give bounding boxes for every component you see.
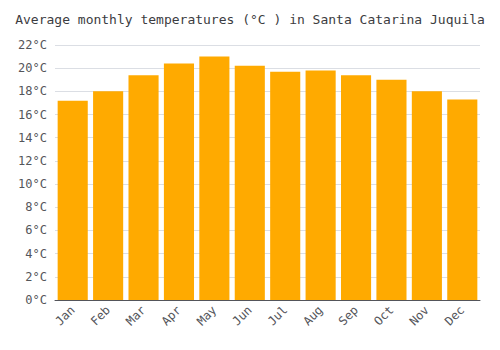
svg-text:14°C: 14°C bbox=[18, 131, 47, 145]
svg-text:Apr: Apr bbox=[159, 303, 184, 328]
svg-text:Oct: Oct bbox=[371, 303, 396, 328]
svg-text:Average monthly temperatures (: Average monthly temperatures (°C ) in Sa… bbox=[15, 12, 485, 27]
svg-text:Jun: Jun bbox=[230, 303, 255, 328]
svg-text:8°C: 8°C bbox=[25, 200, 47, 214]
svg-text:Mar: Mar bbox=[123, 303, 148, 328]
svg-text:16°C: 16°C bbox=[18, 108, 47, 122]
svg-text:Sep: Sep bbox=[336, 303, 361, 328]
svg-text:Jul: Jul bbox=[265, 303, 290, 328]
svg-text:Feb: Feb bbox=[88, 303, 113, 328]
svg-text:0°C: 0°C bbox=[25, 293, 47, 307]
svg-text:Jan: Jan bbox=[52, 303, 77, 328]
svg-text:4°C: 4°C bbox=[25, 247, 47, 261]
svg-text:10°C: 10°C bbox=[18, 177, 47, 191]
svg-text:Aug: Aug bbox=[300, 303, 325, 328]
svg-text:12°C: 12°C bbox=[18, 154, 47, 168]
svg-text:Dec: Dec bbox=[442, 303, 467, 328]
svg-text:20°C: 20°C bbox=[18, 61, 47, 75]
svg-text:6°C: 6°C bbox=[25, 223, 47, 237]
svg-text:May: May bbox=[194, 303, 219, 328]
svg-text:2°C: 2°C bbox=[25, 270, 47, 284]
svg-text:22°C: 22°C bbox=[18, 38, 47, 52]
svg-text:Nov: Nov bbox=[407, 303, 432, 328]
svg-text:18°C: 18°C bbox=[18, 84, 47, 98]
